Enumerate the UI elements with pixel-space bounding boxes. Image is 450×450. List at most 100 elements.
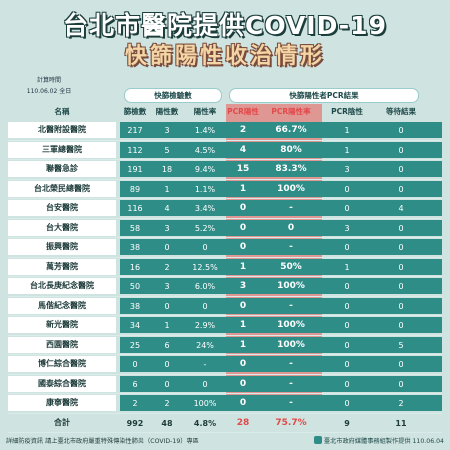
pcr-positive-cell: 1 bbox=[239, 339, 247, 350]
waiting-result-cell: 0 bbox=[398, 379, 404, 389]
table-row: 新光醫院 34 1 2.9% 1 100% 0 0 bbox=[8, 316, 442, 336]
screen-count-cell: 116 bbox=[127, 204, 143, 213]
hospital-name: 國泰綜合醫院 bbox=[8, 375, 116, 392]
table-row: 馬偕紀念醫院 38 0 0 0 - 0 0 bbox=[8, 297, 442, 316]
table-row: 西園醫院 25 6 24% 1 100% 0 5 bbox=[8, 336, 442, 355]
page-title: 台北市醫院提供COVID-19 bbox=[63, 11, 387, 40]
pcr-positive-cell: 3 bbox=[239, 281, 247, 291]
positive-rate-cell: 3.4% bbox=[194, 204, 216, 213]
footer-info-text: 詳細防疫資訊 請上臺北市政府嚴重特殊傳染性肺炎（COVID-19）專區 bbox=[6, 438, 199, 445]
pcr-negative-cell: 0 bbox=[344, 379, 350, 389]
positive-count-cell: 48 bbox=[161, 418, 173, 428]
screen-count-cell: 50 bbox=[129, 282, 141, 291]
positive-rate-cell: 0 bbox=[202, 243, 208, 252]
hospital-name: 振興醫院 bbox=[8, 239, 116, 255]
footer: 詳細防疫資訊 請上臺北市政府嚴重特殊傳染性肺炎（COVID-19）專區 臺北市政… bbox=[0, 433, 450, 450]
table-row: 台大醫院 58 3 5.2% 0 0 3 0 bbox=[8, 219, 442, 238]
footer-credit: 臺北市政府媒體事務組製作提供 110.06.04 bbox=[313, 433, 444, 450]
row-background bbox=[120, 375, 442, 392]
hospital-name: 合計 bbox=[54, 417, 70, 427]
waiting-result-cell: 0 bbox=[398, 126, 404, 135]
positive-count-cell: 3 bbox=[164, 282, 170, 291]
table-row: 三軍總醫院 112 5 4.5% 4 80% 1 0 bbox=[8, 141, 442, 160]
pcr-negative-cell: 0 bbox=[344, 282, 350, 291]
pcr-positive-rate-cell: 66.7% bbox=[275, 125, 307, 135]
waiting-result-cell: 0 bbox=[398, 223, 404, 233]
pcr-negative-cell: 0 bbox=[344, 340, 350, 350]
pcr-positive-cell: 0 bbox=[239, 300, 247, 311]
positive-rate-cell: 100% bbox=[193, 399, 217, 408]
positive-rate-cell: 5.2% bbox=[194, 223, 216, 233]
pcr-negative-cell: 0 bbox=[344, 301, 350, 311]
pcr-positive-rate-cell: - bbox=[289, 203, 293, 213]
positive-count-cell: 18 bbox=[161, 165, 173, 174]
screen-count-cell: 16 bbox=[129, 262, 141, 272]
row-background bbox=[120, 356, 442, 372]
positive-rate-cell: 4.8% bbox=[193, 418, 217, 428]
pcr-positive-cell: 0 bbox=[239, 203, 247, 213]
screen-count-cell: 58 bbox=[129, 223, 141, 233]
pcr-positive-cell: 1 bbox=[239, 320, 247, 330]
table-row: 博仁綜合醫院 0 0 - 0 - 0 0 bbox=[8, 355, 442, 375]
screen-count-cell: 25 bbox=[129, 340, 141, 350]
row-background bbox=[120, 161, 442, 177]
positive-count-cell: 0 bbox=[164, 379, 170, 389]
pcr-positive-rate-cell: 100% bbox=[277, 281, 305, 291]
positive-count-cell: 5 bbox=[164, 145, 170, 155]
screen-count-cell: 191 bbox=[127, 165, 143, 174]
column-header-waiting: 等待結果 bbox=[386, 107, 416, 116]
pcr-negative-cell: 0 bbox=[344, 360, 350, 369]
screen-count-cell: 2 bbox=[132, 399, 138, 408]
positive-count-cell: 1 bbox=[164, 184, 170, 194]
positive-count-cell: 3 bbox=[164, 126, 170, 135]
hospital-name: 三軍總醫院 bbox=[8, 141, 116, 158]
positive-rate-cell: 4.5% bbox=[194, 145, 216, 155]
screen-count-cell: 38 bbox=[129, 243, 141, 252]
hospital-table: 北醫附設醫院 217 3 1.4% 2 66.7% 1 0 三軍總醫院 112 5 4.5% 4 80% 1… bbox=[8, 121, 442, 433]
pcr-positive-cell: 0 bbox=[239, 359, 247, 369]
pcr-positive-cell: 0 bbox=[239, 398, 247, 408]
table-row: 台北榮民總醫院 89 1 1.1% 1 100% 0 0 bbox=[8, 180, 442, 199]
page-subtitle: 快篩陽性收治情形 bbox=[124, 44, 325, 69]
pcr-positive-cell: 0 bbox=[239, 242, 247, 252]
pcr-negative-cell: 1 bbox=[344, 126, 350, 135]
positive-rate-cell: 6.0% bbox=[194, 282, 216, 291]
column-header-rate: 陽性率 bbox=[193, 107, 217, 116]
positive-count-cell: 0 bbox=[164, 360, 170, 369]
column-header-screen: 篩檢數 bbox=[123, 107, 147, 116]
pcr-negative-cell: 0 bbox=[344, 399, 350, 408]
positive-rate-cell: 0 bbox=[202, 301, 208, 311]
pcr-positive-rate-cell: 100% bbox=[277, 339, 305, 350]
hospital-name: 萬芳醫院 bbox=[8, 258, 116, 275]
hospital-name: 康寧醫院 bbox=[8, 395, 116, 411]
hospital-name: 馬偕紀念醫院 bbox=[8, 297, 116, 314]
hospital-name: 聯醫急診 bbox=[8, 161, 116, 177]
hospital-name: 西園醫院 bbox=[8, 336, 116, 353]
hospital-name: 台北榮民總醫院 bbox=[8, 180, 116, 197]
positive-rate-cell: 24% bbox=[196, 340, 214, 350]
positive-count-cell: 6 bbox=[164, 340, 170, 350]
table-row: 聯醫急診 191 18 9.4% 15 83.3% 3 0 bbox=[8, 160, 442, 180]
row-background bbox=[120, 122, 442, 138]
row-background bbox=[120, 395, 442, 411]
pcr-positive-rate-cell: 80% bbox=[280, 144, 302, 155]
taipei-logo-icon bbox=[313, 436, 322, 444]
pcr-positive-cell: 28 bbox=[236, 417, 250, 428]
screen-count-cell: 992 bbox=[126, 418, 144, 428]
waiting-result-cell: 0 bbox=[398, 145, 404, 155]
positive-count-cell: 0 bbox=[164, 301, 170, 311]
rapid-test-group-header: 快篩檢驗數 bbox=[124, 88, 222, 103]
positive-rate-cell: 1.4% bbox=[194, 126, 216, 135]
pcr-positive-cell: 0 bbox=[239, 378, 247, 389]
pcr-positive-rate-cell: 75.7% bbox=[275, 417, 307, 428]
calc-time-label: 計算時間 bbox=[36, 77, 61, 84]
positive-count-cell: 2 bbox=[164, 262, 170, 272]
row-background bbox=[120, 239, 442, 255]
table-row: 萬芳醫院 16 2 12.5% 1 50% 1 0 bbox=[8, 258, 442, 277]
pcr-negative-cell: 3 bbox=[344, 223, 350, 233]
table-row: 台安醫院 116 4 3.4% 0 - 0 4 bbox=[8, 199, 442, 219]
screen-count-cell: 38 bbox=[129, 301, 141, 311]
table-row: 台北長庚紀念醫院 50 3 6.0% 3 100% 0 0 bbox=[8, 277, 442, 297]
pcr-negative-cell: 3 bbox=[344, 165, 350, 174]
row-background bbox=[120, 219, 442, 236]
